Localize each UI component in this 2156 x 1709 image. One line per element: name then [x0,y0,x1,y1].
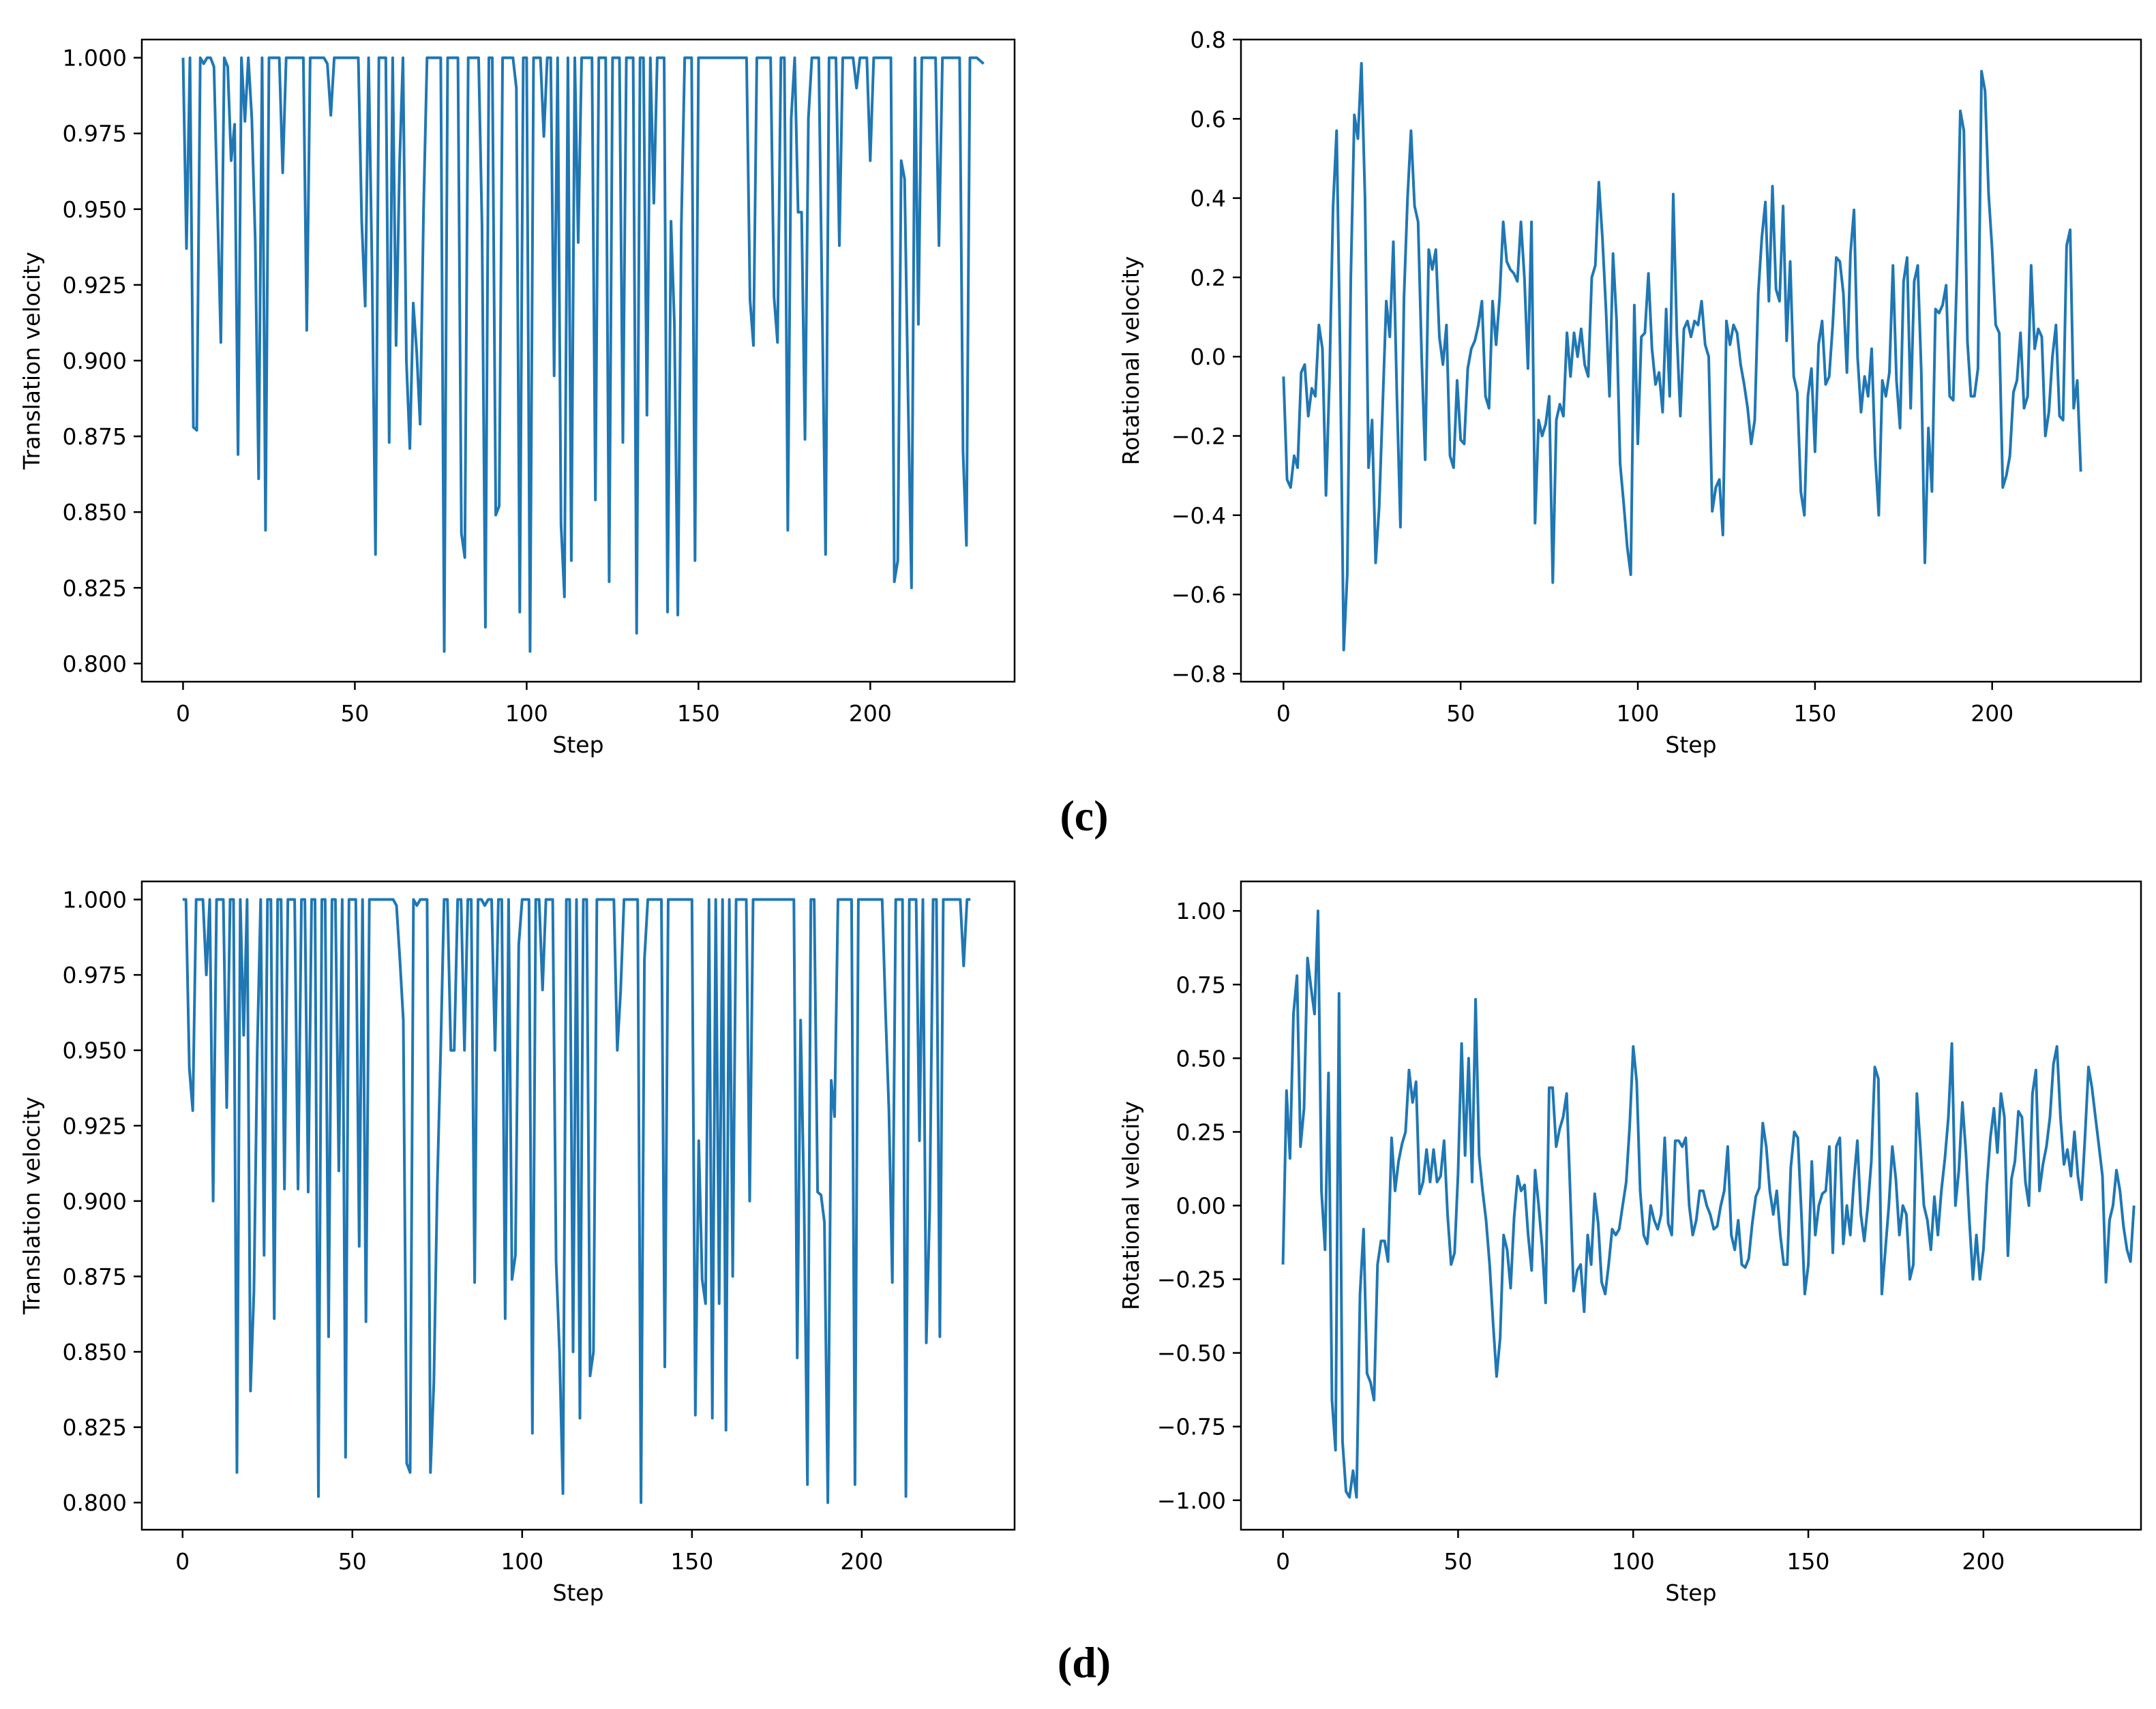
axes-frame [1240,38,2142,683]
y-tick-label: 0.6 [1191,106,1226,132]
x-tick-label: 200 [1971,700,2013,727]
x-tick-label: 200 [840,1548,883,1575]
x-tick-label: 50 [338,1548,367,1575]
x-tick-label: 0 [175,1548,190,1575]
x-tick-label: 200 [1962,1548,2005,1575]
y-tick-label: 0.25 [1176,1119,1226,1145]
y-tick-label: −0.50 [1157,1340,1226,1367]
y-tick-label: 0.925 [63,1113,127,1139]
y-tick-label: −0.25 [1157,1267,1226,1293]
y-axis-label: Rotational velocity [1118,1101,1144,1310]
x-tick-label: 100 [1617,700,1660,727]
y-tick-label: 0.975 [63,962,127,988]
y-tick-label: 0.900 [63,348,127,374]
x-axis-label: Step [1665,731,1716,758]
y-tick-label: 1.00 [1176,898,1226,924]
y-tick-label: −0.75 [1157,1414,1226,1440]
x-tick-label: 150 [670,1548,713,1575]
x-tick-label: 100 [505,700,548,727]
y-tick-label: −1.00 [1157,1487,1226,1514]
x-tick-label: 50 [1443,1548,1472,1575]
chart-d-rotational-velocity: 0 50 100 150 200 −1.00 −0.75 −0.50 −0.25 0.00 0.25… [1118,880,2142,1606]
panel-label-d: (d) [1058,1638,1111,1687]
y-tick-label: 0.925 [63,272,127,299]
chart-c-translation-velocity: 0 50 100 150 200 0.800 0.825 0.850 0.875 0.900 0.9… [18,38,1016,758]
x-axis-label: Step [552,731,603,758]
x-tick-label: 50 [1446,700,1475,727]
y-tick-label: 0.800 [63,1489,127,1516]
x-tick-label: 0 [176,700,190,727]
x-tick-label: 200 [849,700,892,727]
y-tick-label: 0.8 [1191,27,1226,53]
y-tick-label: 0.950 [63,196,127,223]
y-tick-label: 0.0 [1191,344,1226,370]
y-tick-label: 0.800 [63,650,127,677]
series-line-0 [1282,61,2082,652]
y-axis-label: Rotational velocity [1118,256,1144,466]
x-tick-label: 150 [677,700,720,727]
y-tick-label: 0.75 [1176,971,1226,998]
y-tick-label: 0.850 [63,1339,127,1365]
series-line-0 [181,56,985,653]
series-line-0 [182,898,971,1504]
y-tick-label: 0.2 [1191,264,1226,291]
x-tick-label: 0 [1276,1548,1290,1575]
x-tick-label: 150 [1787,1548,1830,1575]
y-tick-label: 1.000 [63,45,127,72]
series-line-0 [1281,909,2136,1499]
x-tick-label: 100 [500,1548,543,1575]
x-tick-label: 0 [1276,700,1291,727]
y-tick-label: 0.950 [63,1038,127,1064]
y-tick-label: 0.875 [63,423,127,450]
y-tick-label: 1.000 [63,887,127,913]
x-axis-label: Step [552,1579,603,1606]
y-tick-label: −0.8 [1171,661,1226,687]
chart-c-rotational-velocity: 0 50 100 150 200 −0.8 −0.6 −0.4 −0.2 0.0 0.2 0.4 0.6… [1118,27,2142,758]
panel-label-c: (c) [1060,791,1108,840]
x-tick-label: 100 [1612,1548,1655,1575]
y-tick-label: −0.6 [1171,581,1226,608]
chart-d-translation-velocity: 0 50 100 150 200 0.800 0.825 0.850 0.875 0.900 0.9… [18,880,1016,1606]
x-axis-label: Step [1665,1579,1716,1606]
y-tick-label: 0.850 [63,499,127,526]
axes-frame [140,880,1016,1531]
y-tick-label: −0.2 [1171,423,1226,449]
y-tick-label: −0.4 [1171,502,1226,529]
y-tick-label: 0.825 [63,1415,127,1441]
y-tick-label: 0.900 [63,1188,127,1215]
x-tick-label: 150 [1793,700,1836,727]
y-tick-label: 0.00 [1176,1193,1226,1220]
y-axis-label: Translation velocity [18,252,45,470]
y-tick-label: 0.4 [1191,185,1226,212]
y-tick-label: 0.975 [63,121,127,147]
x-tick-label: 50 [340,700,369,727]
y-tick-label: 0.875 [63,1263,127,1290]
y-axis-label: Translation velocity [18,1097,45,1315]
y-tick-label: 0.825 [63,575,127,601]
y-tick-label: 0.50 [1176,1045,1226,1072]
axes-frame [140,38,1016,683]
